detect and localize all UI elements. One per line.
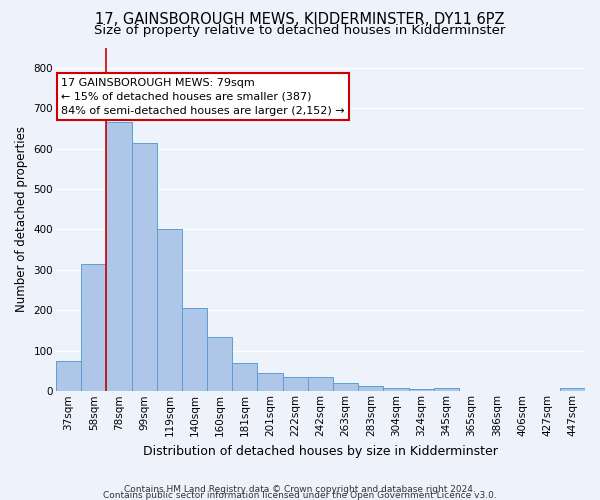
Bar	[81, 264, 106, 392]
Bar	[333, 383, 358, 392]
Bar	[434, 388, 459, 392]
Bar	[409, 389, 434, 392]
Text: Contains HM Land Registry data © Crown copyright and database right 2024.: Contains HM Land Registry data © Crown c…	[124, 485, 476, 494]
Text: 17 GAINSBOROUGH MEWS: 79sqm
← 15% of detached houses are smaller (387)
84% of se: 17 GAINSBOROUGH MEWS: 79sqm ← 15% of det…	[61, 78, 344, 116]
Bar	[283, 377, 308, 392]
Text: 17, GAINSBOROUGH MEWS, KIDDERMINSTER, DY11 6PZ: 17, GAINSBOROUGH MEWS, KIDDERMINSTER, DY…	[95, 12, 505, 28]
Bar	[157, 230, 182, 392]
Y-axis label: Number of detached properties: Number of detached properties	[15, 126, 28, 312]
Bar	[207, 338, 232, 392]
Bar	[358, 386, 383, 392]
Bar	[56, 361, 81, 392]
Bar	[257, 373, 283, 392]
Bar	[131, 142, 157, 392]
Bar	[560, 388, 585, 392]
Bar	[383, 388, 409, 392]
X-axis label: Distribution of detached houses by size in Kidderminster: Distribution of detached houses by size …	[143, 444, 498, 458]
Bar	[106, 122, 131, 392]
Bar	[182, 308, 207, 392]
Bar	[232, 363, 257, 392]
Bar	[308, 377, 333, 392]
Text: Contains public sector information licensed under the Open Government Licence v3: Contains public sector information licen…	[103, 491, 497, 500]
Text: Size of property relative to detached houses in Kidderminster: Size of property relative to detached ho…	[94, 24, 506, 37]
